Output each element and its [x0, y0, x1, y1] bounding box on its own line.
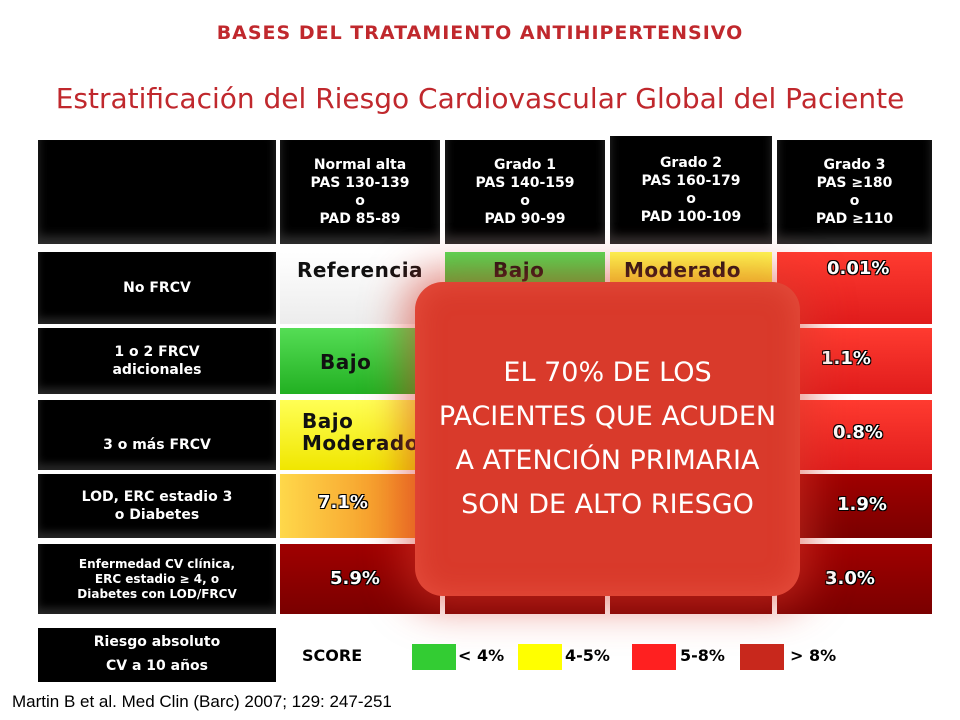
legend-text-red: 5-8%	[680, 646, 725, 665]
callout-alto-riesgo: EL 70% DE LOS PACIENTES QUE ACUDEN A ATE…	[415, 282, 800, 596]
row-label-lod-erc: LOD, ERC estadio 3 o Diabetes	[38, 474, 276, 538]
legend-swatch-yellow	[518, 644, 562, 670]
legend-swatch-red	[632, 644, 676, 670]
slide-title: BASES DEL TRATAMIENTO ANTIHIPERTENSIVO	[216, 22, 744, 44]
legend-swatch-green	[412, 644, 456, 670]
legend-score-label: SCORE	[302, 646, 363, 665]
row-label-1-2-frcv: 1 o 2 FRCV adicionales	[38, 328, 276, 394]
row-label-no-frcv: No FRCV	[38, 252, 276, 324]
cell-bajo-normal: Bajo	[280, 328, 440, 394]
cell-risk-r5-normal: 5.9%	[280, 544, 440, 614]
column-header-normal-alta: Normal alta PAS 130-139 o PAD 85-89	[280, 140, 440, 244]
legend-swatch-darkred	[740, 644, 784, 670]
column-header-grado-1: Grado 1 PAS 140-159 o PAD 90-99	[445, 140, 605, 244]
column-header-grado-2: Grado 2 PAS 160-179 o PAD 100-109	[610, 136, 772, 244]
cell-referencia: Referencia	[280, 252, 440, 324]
legend-text-green: < 4%	[458, 646, 505, 665]
cell-risk-r3-g3: 0.8%	[777, 400, 932, 470]
row-label-enfermedad-cv: Enfermedad CV clínica, ERC estadio ≥ 4, …	[38, 544, 276, 614]
header-corner	[38, 140, 276, 244]
legend-label: Riesgo absoluto CV a 10 años	[38, 628, 276, 682]
citation: Martin B et al. Med Clin (Barc) 2007; 12…	[12, 692, 392, 711]
cell-risk-r4-g3: 1.9%	[777, 474, 932, 538]
cell-risk-r5-g3: 3.0%	[777, 544, 932, 614]
row-label-3-frcv: 3 o más FRCV	[38, 400, 276, 470]
cell-risk-r4-normal: 7.1%	[280, 474, 440, 538]
cell-bajo-moderado: Bajo Moderado	[280, 400, 440, 470]
column-header-grado-3: Grado 3 PAS ≥180 o PAD ≥110	[777, 140, 932, 244]
cell-risk-r1-g3: 0.01%	[777, 252, 932, 324]
legend-text-yellow: 4-5%	[565, 646, 610, 665]
cell-risk-r2-g3: 1.1%	[777, 328, 932, 394]
slide-subtitle: Estratificación del Riesgo Cardiovascula…	[55, 82, 905, 115]
legend-text-darkred: > 8%	[790, 646, 837, 665]
